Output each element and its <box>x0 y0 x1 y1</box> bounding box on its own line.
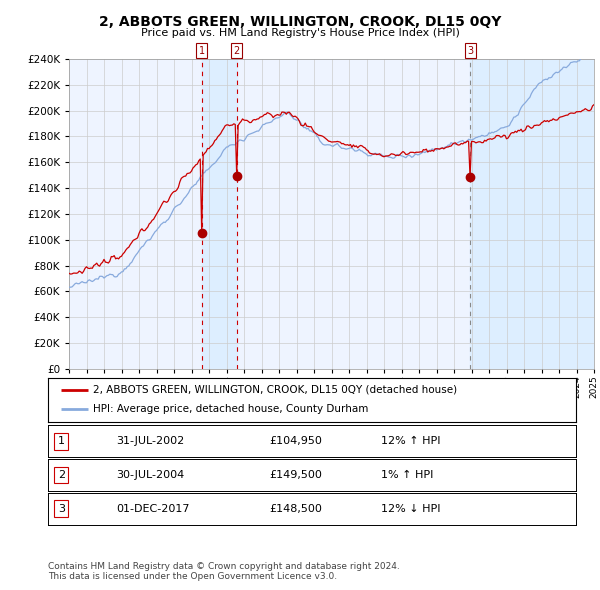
Bar <box>202 59 237 369</box>
Text: 2, ABBOTS GREEN, WILLINGTON, CROOK, DL15 0QY (detached house): 2, ABBOTS GREEN, WILLINGTON, CROOK, DL15… <box>93 385 457 395</box>
Text: £104,950: £104,950 <box>270 437 323 446</box>
Text: 1: 1 <box>58 437 65 446</box>
Text: 1: 1 <box>199 46 205 56</box>
Text: 2: 2 <box>58 470 65 480</box>
Text: £149,500: £149,500 <box>270 470 323 480</box>
Text: 1% ↑ HPI: 1% ↑ HPI <box>380 470 433 480</box>
Text: 12% ↑ HPI: 12% ↑ HPI <box>380 437 440 446</box>
Text: 30-JUL-2004: 30-JUL-2004 <box>116 470 185 480</box>
Text: HPI: Average price, detached house, County Durham: HPI: Average price, detached house, Coun… <box>93 405 368 414</box>
Text: £148,500: £148,500 <box>270 504 323 513</box>
Bar <box>470 59 594 369</box>
Text: 12% ↓ HPI: 12% ↓ HPI <box>380 504 440 513</box>
Text: 3: 3 <box>58 504 65 513</box>
Text: 3: 3 <box>467 46 473 56</box>
Text: 31-JUL-2002: 31-JUL-2002 <box>116 437 185 446</box>
Text: Contains HM Land Registry data © Crown copyright and database right 2024.
This d: Contains HM Land Registry data © Crown c… <box>48 562 400 581</box>
Text: 2: 2 <box>233 46 240 56</box>
Text: Price paid vs. HM Land Registry's House Price Index (HPI): Price paid vs. HM Land Registry's House … <box>140 28 460 38</box>
Text: 01-DEC-2017: 01-DEC-2017 <box>116 504 190 513</box>
Text: 2, ABBOTS GREEN, WILLINGTON, CROOK, DL15 0QY: 2, ABBOTS GREEN, WILLINGTON, CROOK, DL15… <box>99 15 501 29</box>
